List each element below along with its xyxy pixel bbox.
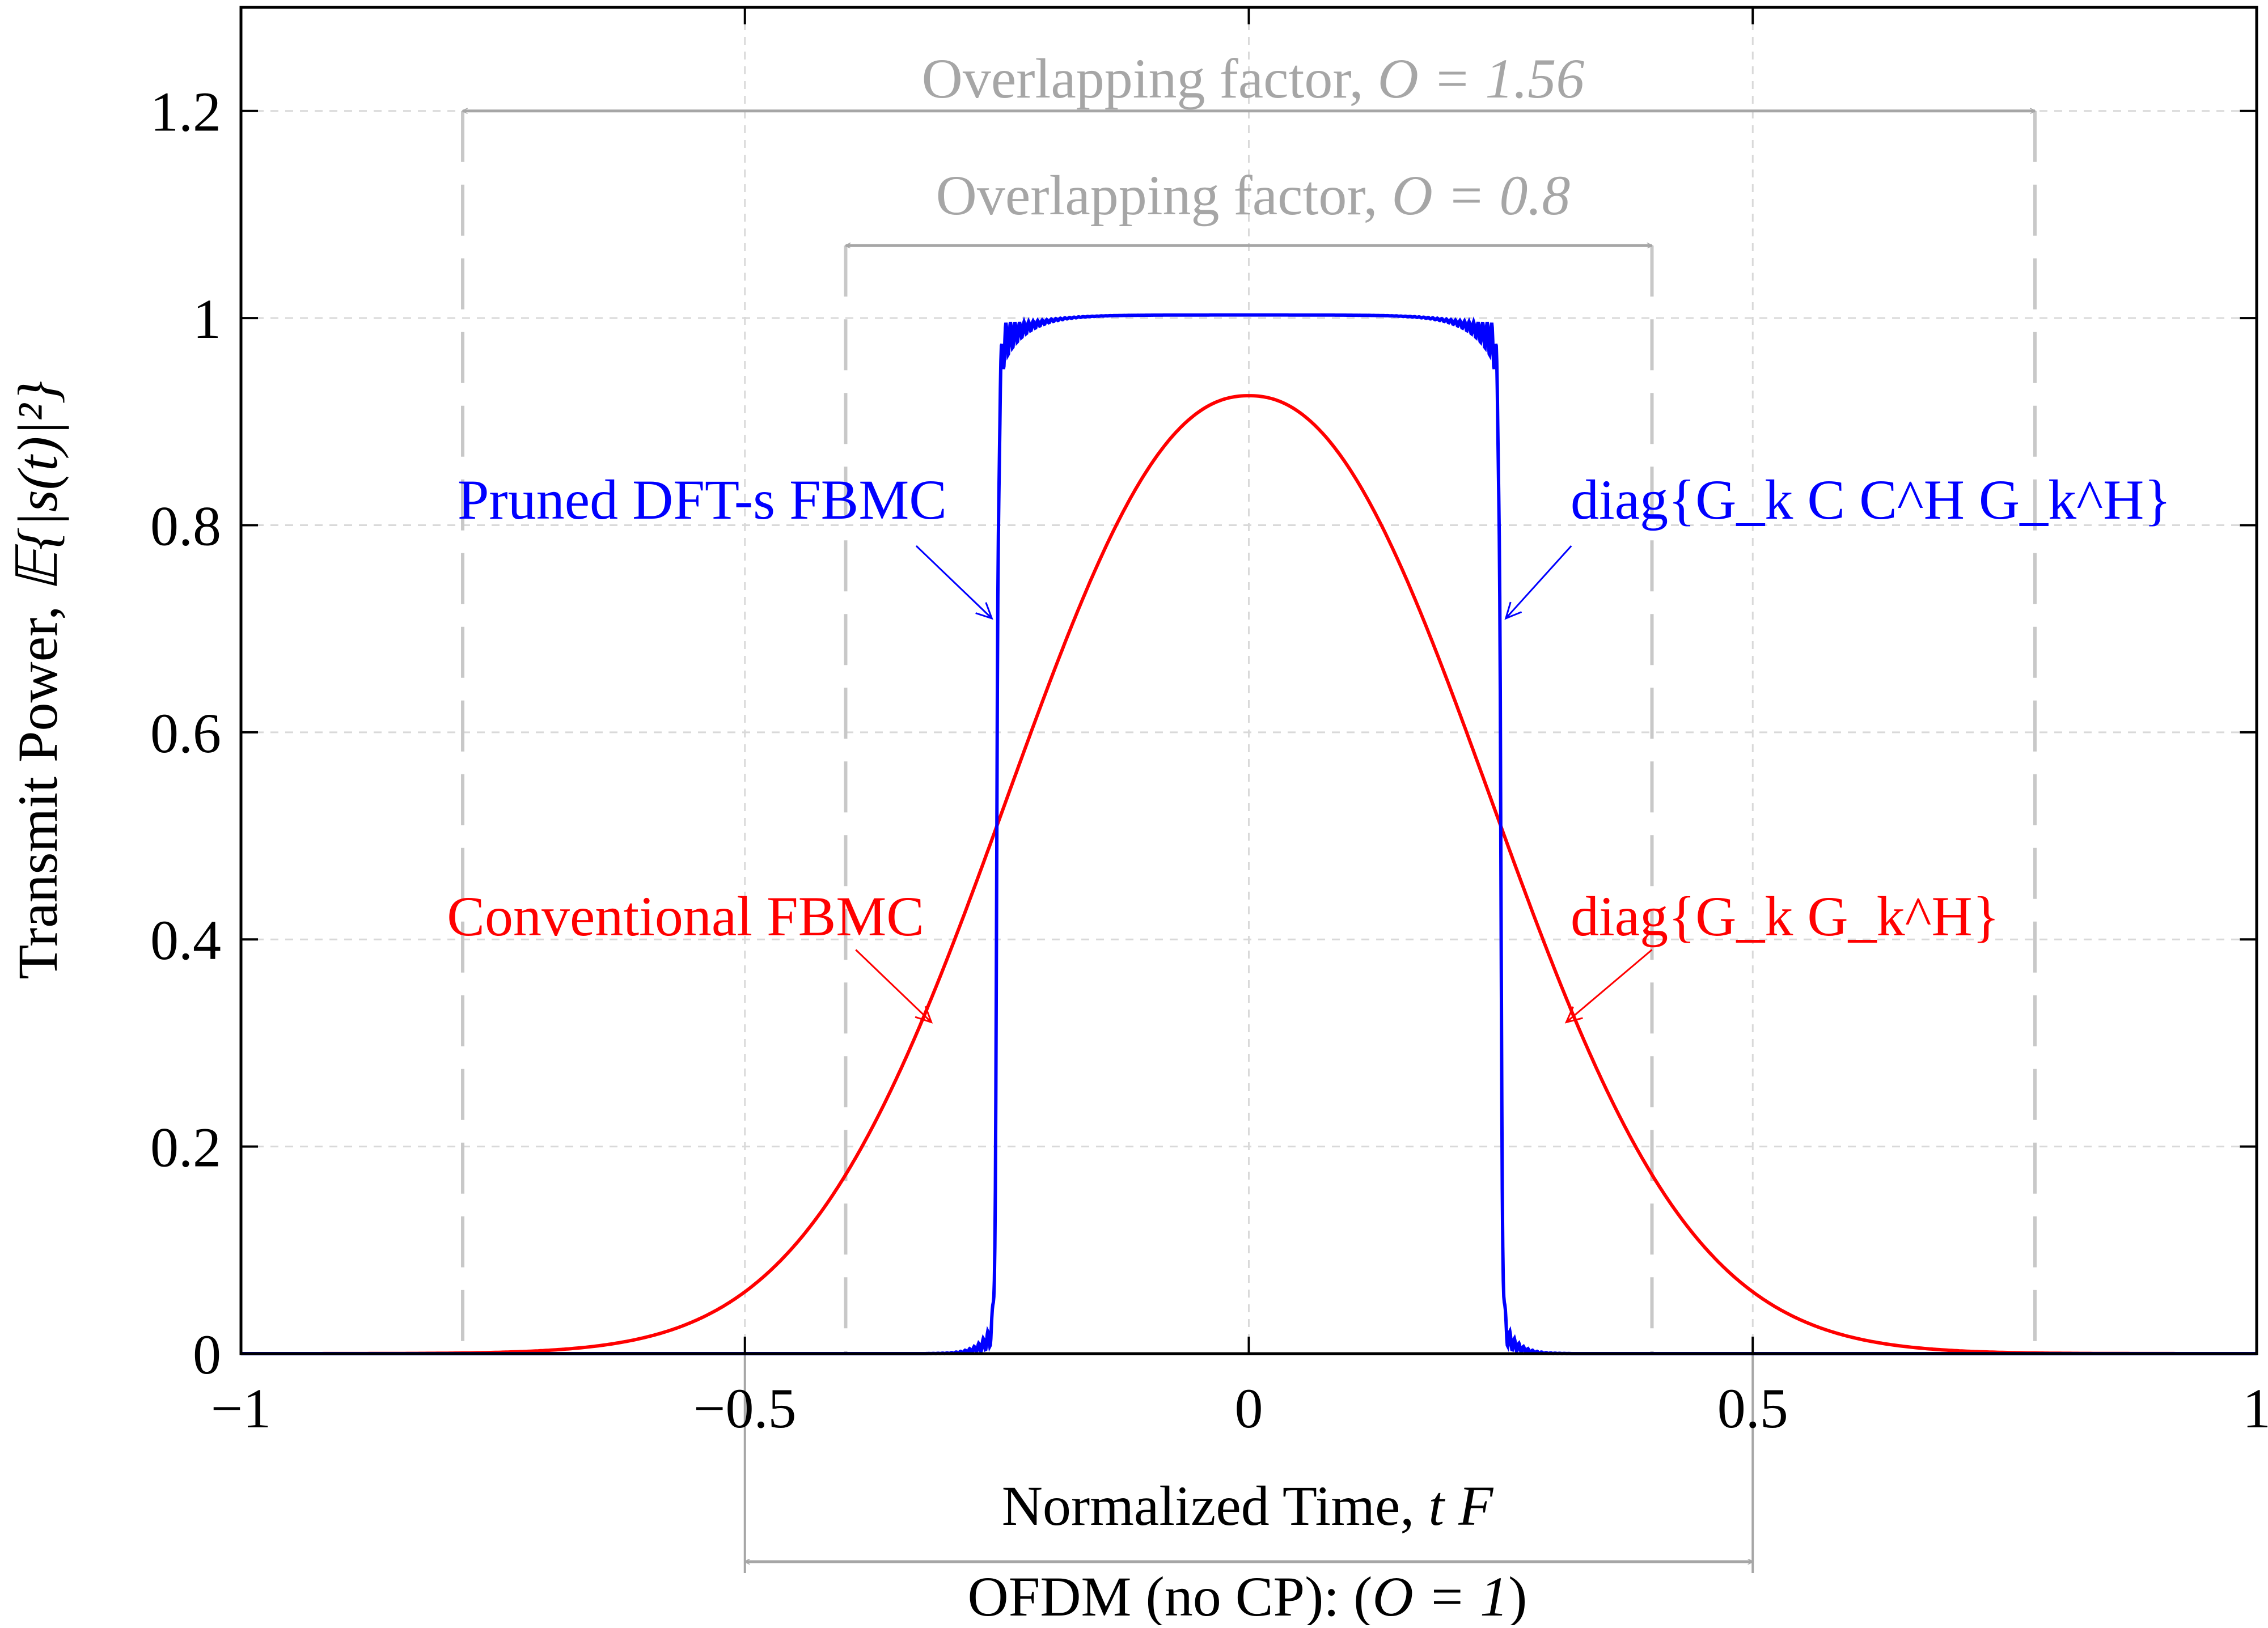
ofdm-label-text: OFDM (no CP): ( [968,1565,1373,1625]
overlap-label-0-8-math: O = 0.8 [1392,164,1571,227]
y-tick-label-1: 0.2 [150,1116,221,1179]
x-tick-label-2: 0 [1235,1377,1263,1440]
x-tick-label-3: 0.5 [1717,1377,1788,1440]
x-tick-label-0: −1 [211,1377,271,1440]
y-axis-title-text: Transmit Power, [6,592,69,980]
y-axis-title-math: 𝔼{|s(t)|²} [6,381,69,591]
overlap-label-0-8-text: Overlapping factor, [936,164,1392,227]
annotation-pointer-2 [855,949,932,1023]
axis-ticks: −1 −0.5 0 0.5 1 0 0.2 0.4 0.6 0.8 1 1.2 [150,7,2268,1440]
annotation-pointer-head-2 [915,1006,933,1024]
y-tick-label-6: 1.2 [150,80,221,143]
pruned-fbmc-label: Pruned DFT-s FBMC [458,468,947,531]
y-tick-label-2: 0.4 [150,909,221,972]
annotation-pointer-head-3 [1564,1006,1583,1024]
annotation-pointer-1 [1505,545,1572,619]
ofdm-label-end: ) [1508,1565,1527,1625]
annotation-pointer-3 [1565,949,1653,1023]
x-axis-title-var: t F [1428,1474,1493,1537]
y-tick-label-0: 0 [193,1323,221,1386]
overlap-marker-lines [461,111,2037,1573]
x-tick-label-1: −0.5 [693,1377,796,1440]
x-tick-label-4: 1 [2242,1377,2268,1440]
annotation-pointer-0 [915,545,993,619]
overlap-label-0-8: Overlapping factor, O = 0.8 [936,164,1571,227]
conventional-fbmc-formula: diag{G_k G_k^H} [1571,885,2000,948]
overlap-label-1-56: Overlapping factor, O = 1.56 [922,47,1585,110]
overlap-label-1-56-text: Overlapping factor, [922,47,1378,110]
annotation-pointer-head-1 [1504,601,1522,620]
x-axis-title: Normalized Time, t F [1002,1474,1494,1537]
ofdm-label-math: O = 1 [1372,1565,1508,1625]
conventional-fbmc-label: Conventional FBMC [447,885,924,948]
overlap-label-1-56-math: O = 1.56 [1378,47,1585,110]
ofdm-label: OFDM (no CP): (O = 1) [968,1565,1527,1625]
series-conventional-fbmc [241,394,2257,1355]
y-tick-label-3: 0.6 [150,702,221,765]
annotation-pointer-head-0 [975,602,993,620]
y-axis-title: Transmit Power, 𝔼{|s(t)|²} [6,381,69,979]
pruned-fbmc-formula: diag{G_k C C^H G_k^H} [1571,468,2171,531]
x-axis-title-text: Normalized Time, [1002,1474,1429,1537]
annotation-pointers [855,545,1653,1024]
y-tick-label-4: 0.8 [150,494,221,557]
y-tick-label-5: 1 [193,287,221,350]
